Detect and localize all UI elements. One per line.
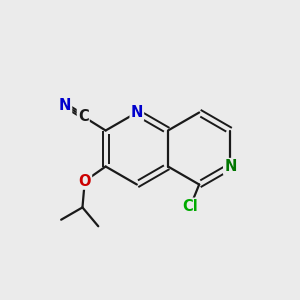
Text: N: N (130, 105, 143, 120)
Text: N: N (224, 159, 236, 174)
Text: C: C (78, 109, 88, 124)
Text: O: O (79, 174, 91, 189)
Text: Cl: Cl (182, 199, 198, 214)
Text: N: N (59, 98, 71, 112)
